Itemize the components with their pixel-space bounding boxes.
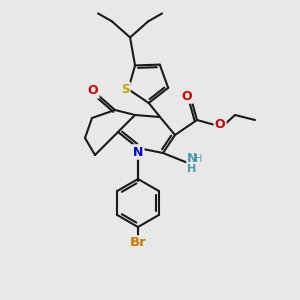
Text: O: O [88,85,98,98]
Text: N: N [187,152,197,166]
Text: S: S [121,83,130,96]
Text: N: N [133,146,143,158]
Text: O: O [182,89,192,103]
Text: H: H [195,154,203,164]
Text: H: H [188,164,196,174]
Text: O: O [215,118,225,131]
Text: Br: Br [130,236,146,250]
